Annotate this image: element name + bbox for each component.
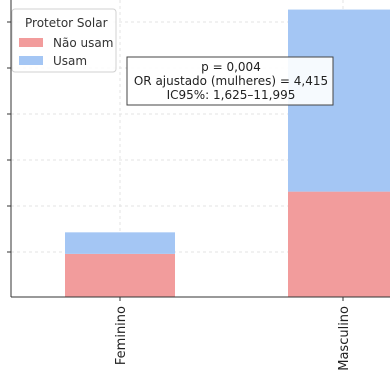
x-tick-label-feminino: Feminino xyxy=(114,306,129,365)
legend: Protetor Solar Não usam Usam xyxy=(11,8,117,73)
annotation-confidence-interval: IC95%: 1,625–11,995 xyxy=(167,88,296,102)
annotation-box xyxy=(126,56,334,106)
bar-feminino-usam xyxy=(65,232,175,254)
axes-group xyxy=(7,0,390,301)
x-tick-label-masculino: Masculino xyxy=(337,306,352,371)
annotation-odds-ratio: OR ajustado (mulheres) = 4,415 xyxy=(134,74,328,88)
bar-masculino-nao-usam xyxy=(288,191,390,297)
legend-title: Protetor Solar xyxy=(25,16,108,30)
x-tick-labels: Feminino Masculino xyxy=(114,306,352,371)
legend-swatch-nao-usam xyxy=(19,38,43,47)
legend-swatch-usam xyxy=(19,56,43,65)
legend-label-nao-usam: Não usam xyxy=(53,36,113,50)
annotation-p-value: p = 0,004 xyxy=(201,60,261,74)
legend-label-usam: Usam xyxy=(53,54,87,68)
bar-feminino-nao-usam xyxy=(65,253,175,297)
bars-group xyxy=(65,9,390,297)
stats-annotation: p = 0,004 OR ajustado (mulheres) = 4,415… xyxy=(126,56,334,106)
